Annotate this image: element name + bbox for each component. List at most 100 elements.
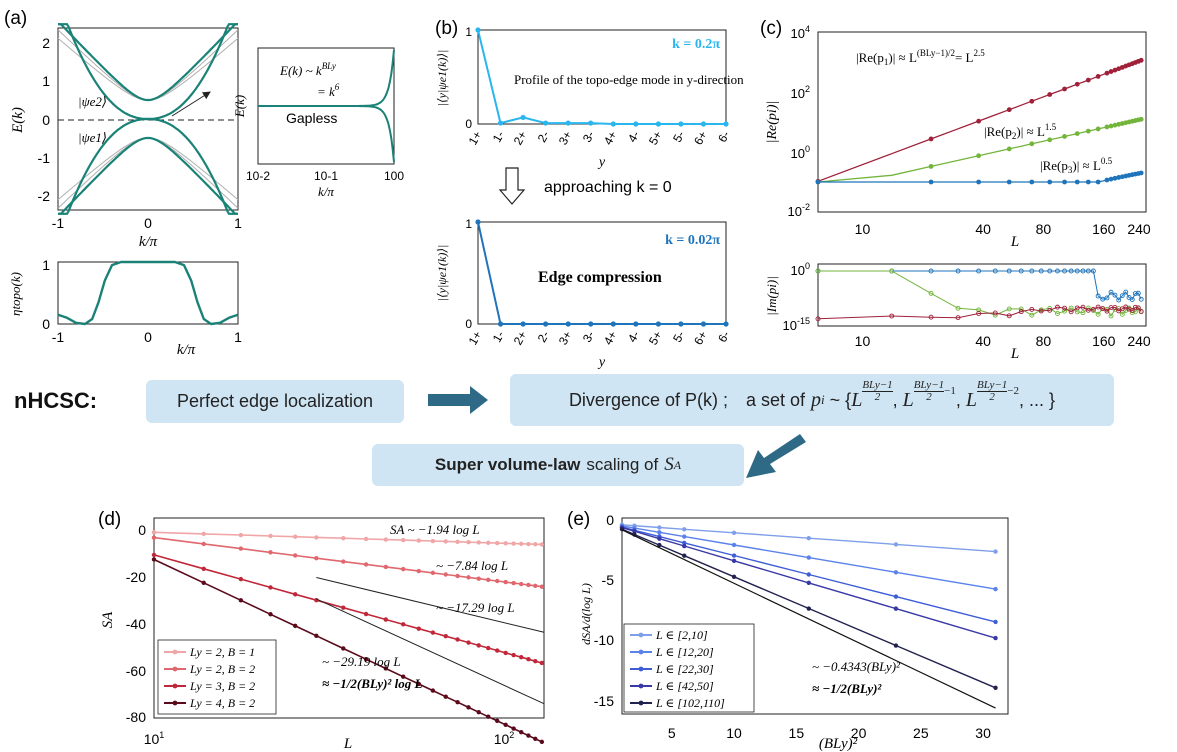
c-series-point	[1104, 70, 1110, 76]
a-top-ytick: 1	[42, 73, 50, 89]
c-series-point	[1085, 128, 1091, 134]
c-im-point	[1029, 312, 1035, 318]
profile-xtick: 6+	[691, 329, 710, 348]
e-xtick: 30	[975, 725, 991, 741]
d-series-point	[443, 633, 448, 639]
c-im-point	[889, 313, 895, 319]
d-series-point	[201, 541, 206, 547]
c-bottom-ytick: 10-15	[783, 316, 810, 333]
d-fit-line	[316, 577, 545, 633]
c-series-point	[815, 179, 821, 185]
c-series-point	[1062, 134, 1067, 139]
c-im-point	[1006, 313, 1012, 319]
c-series-point	[1029, 98, 1035, 104]
d-series-point	[293, 553, 298, 558]
a-top-annot-e2: |ψe2⟩	[78, 94, 107, 109]
b-bottom-ytick: 0	[465, 317, 472, 331]
d-series-point	[416, 568, 421, 574]
profile-point	[520, 321, 526, 327]
profile-xtick: 3-	[580, 328, 597, 344]
c-im-point	[1095, 293, 1101, 299]
a-bottom-xtick: -1	[52, 329, 65, 345]
a-inset-xtick: 100	[384, 169, 404, 183]
c-im-point	[1038, 268, 1044, 274]
d-series-point	[430, 538, 436, 544]
c-im-point	[1062, 268, 1068, 274]
d-series-point	[314, 535, 319, 540]
c-im-point	[1135, 305, 1141, 311]
e-series-point	[893, 643, 899, 648]
c-im-point	[1108, 313, 1114, 319]
d-fit-line	[316, 598, 545, 705]
d-series-point	[519, 581, 524, 587]
profile-xtick: 4+	[601, 329, 620, 348]
profile-xtick: 1+	[466, 129, 485, 148]
profile-xtick: 3+	[556, 129, 575, 148]
c-im-point	[1062, 308, 1068, 314]
d-series-point	[383, 666, 389, 671]
b-bottom-ytick: 1	[465, 217, 472, 231]
e-legend-marker	[638, 649, 644, 655]
c-im-point	[1108, 289, 1114, 295]
d-series-point	[466, 575, 471, 580]
a-bottom-xtick: 1	[234, 329, 242, 345]
d-series-point	[268, 533, 273, 539]
flow-box-super-bold: Super volume-law	[434, 455, 581, 474]
flow-box-frac-den: 2	[926, 390, 932, 403]
c-im-point	[1129, 308, 1135, 313]
flow-box-m2: −2	[1007, 385, 1020, 397]
d-series-point	[238, 598, 244, 603]
band-curve	[57, 37, 239, 101]
c-series-point	[1074, 131, 1080, 137]
c-im-point	[1104, 295, 1110, 301]
d-legend-label: Ly = 2, B = 2	[189, 662, 255, 676]
c-top-label-p1: |Re(p1)| ≈ L(BLy−1)/2= L2.5	[856, 48, 985, 67]
e-ylabel: dSA/d(log L)	[579, 583, 593, 645]
c-series-point	[1074, 81, 1080, 87]
a-top-xtick: 0	[144, 215, 152, 231]
d-series-point	[455, 573, 460, 579]
band-curve	[58, 117, 238, 215]
c-im-point	[1068, 309, 1074, 315]
d-series-point	[401, 537, 406, 543]
d-series-point	[539, 542, 545, 547]
profile-xtick: 2+	[511, 129, 530, 148]
d-series-point	[466, 640, 471, 645]
d-series-point	[443, 572, 448, 577]
c-im-line	[818, 270, 1142, 301]
b-top-ylabel: |⟨y|ψe1(k)⟩|	[435, 50, 449, 107]
c-im-point	[976, 311, 982, 316]
d-series-point	[401, 566, 406, 572]
c-top-ytick: 102	[791, 84, 810, 101]
d-series-point	[533, 583, 538, 589]
profile-xtick: 2+	[511, 329, 530, 348]
c-series-point	[1062, 86, 1067, 92]
d-ylabel: SA	[100, 611, 116, 629]
profile-point	[633, 321, 639, 327]
approach-arrow: approaching k = 0	[498, 167, 672, 205]
a-bottom-ytick: 0	[42, 316, 50, 332]
c-im-point	[1018, 309, 1024, 315]
c-series-point	[1006, 179, 1012, 185]
d-series-point	[519, 729, 524, 735]
d-series-point	[151, 535, 157, 540]
panel-c-top: 104 102 100 10-2 |Re(pi)| L 10 40 80 160 240…	[765, 24, 1151, 250]
c-im-point	[1047, 307, 1053, 313]
d-series-point	[201, 531, 206, 537]
a-top-ytick: 0	[42, 112, 50, 128]
d-series-point	[293, 534, 298, 539]
d-series-point	[526, 541, 531, 547]
profile-point	[678, 321, 684, 327]
e-xtick: 15	[789, 725, 805, 741]
c-series-point	[1116, 121, 1122, 127]
a-top-xlabel: k/π	[139, 234, 158, 250]
c-bottom-xlabel: L	[1010, 346, 1019, 362]
e-series-point	[731, 542, 737, 548]
c-series-point	[1138, 57, 1144, 63]
profile-point	[497, 120, 504, 126]
d-ytick: 0	[138, 522, 146, 538]
e-series-point	[993, 635, 998, 641]
profile-point	[588, 321, 594, 327]
c-series-point	[928, 179, 934, 185]
